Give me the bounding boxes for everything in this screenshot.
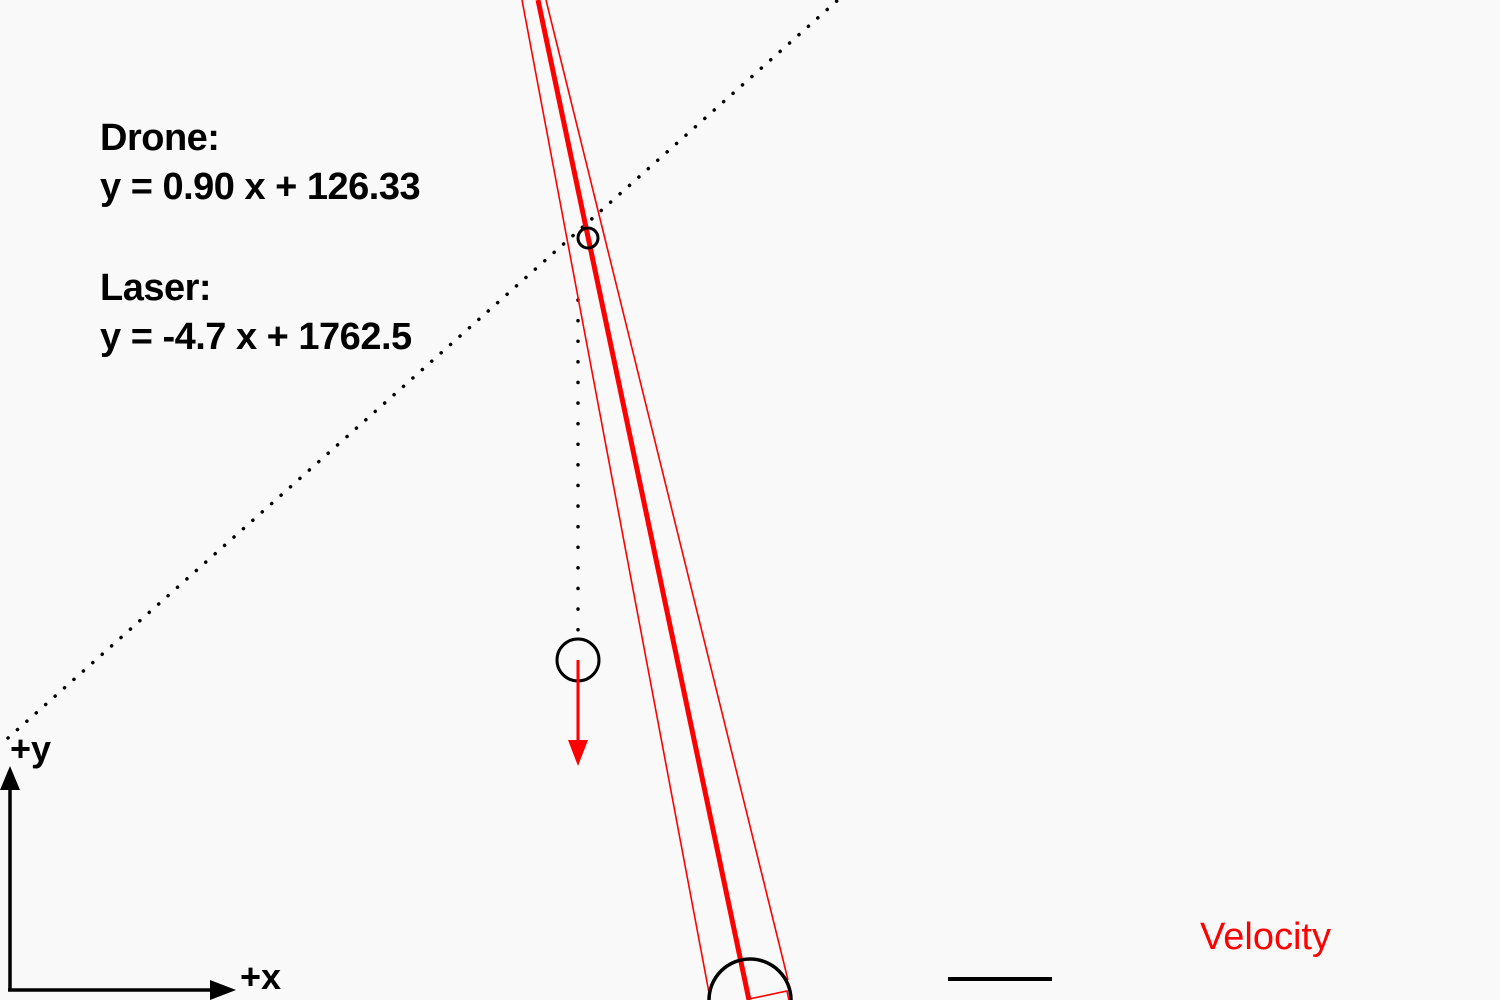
drone-path-line: [6, 0, 840, 740]
laser-cone-left-edge: [521, 0, 711, 999]
drone-heading: Drone:: [100, 117, 220, 159]
laser-turret-icon: [707, 957, 793, 1000]
drone-equation: y = 0.90 x + 126.33: [100, 166, 421, 208]
intercept-point-icon: [576, 226, 600, 250]
laser-heading: Laser:: [100, 267, 212, 309]
x-axis-label: +x: [240, 956, 282, 997]
laser-equation: y = -4.7 x + 1762.5: [100, 316, 412, 358]
x-axis-arrow-icon: [210, 980, 236, 1000]
y-axis-label: +y: [10, 728, 52, 769]
y-axis-arrow-icon: [0, 766, 20, 790]
laser-base-icon: [748, 990, 790, 1000]
laser-cone-right-edge: [545, 0, 789, 981]
velocity-legend-label: Velocity: [1200, 916, 1331, 958]
velocity-arrow-head-icon: [568, 740, 588, 766]
laser-beam: [535, 0, 752, 1000]
